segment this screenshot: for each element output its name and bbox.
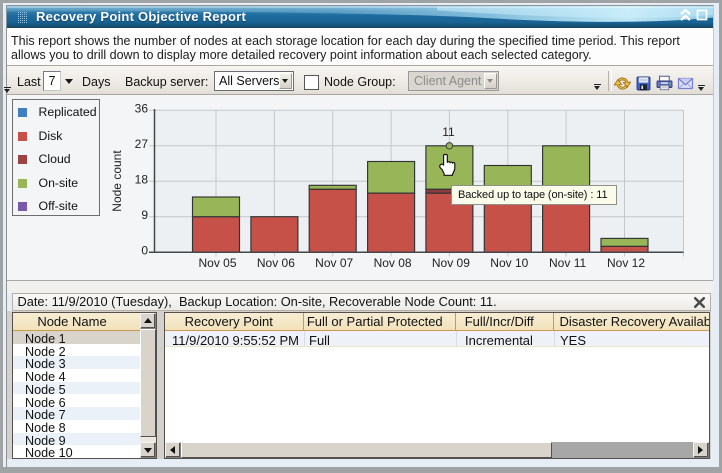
svg-text:27: 27 (135, 137, 149, 151)
svg-text:36: 36 (135, 102, 149, 116)
svg-text:Nov 12: Nov 12 (607, 256, 645, 270)
svg-text:Nov 08: Nov 08 (374, 256, 412, 270)
svg-text:Node count: Node count (110, 150, 124, 212)
svg-text:9: 9 (141, 208, 148, 222)
svg-text:11: 11 (442, 125, 455, 139)
svg-text:Nov 07: Nov 07 (315, 256, 353, 270)
svg-text:Nov 10: Nov 10 (490, 256, 528, 270)
svg-text:Nov 11: Nov 11 (549, 256, 586, 270)
svg-text:18: 18 (135, 173, 149, 187)
svg-text:Nov 05: Nov 05 (198, 256, 236, 270)
svg-text:0: 0 (141, 244, 148, 258)
svg-text:Nov 09: Nov 09 (432, 256, 470, 270)
svg-text:Nov 06: Nov 06 (257, 256, 295, 270)
